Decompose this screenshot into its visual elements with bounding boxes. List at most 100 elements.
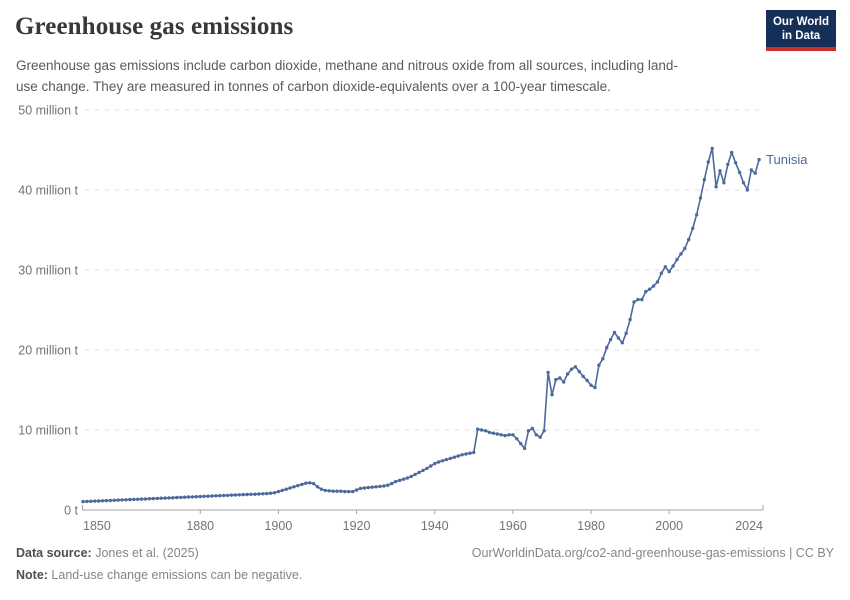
data-point — [331, 489, 335, 493]
data-point — [358, 486, 363, 491]
data-point — [440, 459, 445, 463]
data-point — [651, 284, 656, 288]
data-point — [565, 372, 570, 376]
x-axis: 1850 1880 1900 1920 1940 1960 1980 2000 2024 — [82, 505, 764, 533]
data-point — [733, 161, 738, 165]
data-point — [327, 489, 331, 493]
data-point — [397, 478, 402, 483]
data-point — [436, 460, 441, 464]
data-point — [206, 494, 210, 498]
data-point — [597, 363, 601, 367]
data-source-label: Data source: — [16, 546, 92, 560]
data-point — [413, 472, 417, 477]
data-point — [93, 499, 97, 503]
x-axis-tick-label: 2000 — [655, 519, 683, 533]
data-point — [534, 433, 538, 437]
data-point — [393, 479, 398, 484]
x-axis-tick-label: 1900 — [264, 519, 292, 533]
data-point — [698, 196, 703, 200]
data-point — [96, 499, 101, 503]
data-point — [155, 496, 159, 501]
data-point — [593, 385, 597, 390]
data-point — [311, 481, 316, 486]
data-point — [452, 455, 456, 459]
data-point — [229, 493, 234, 497]
data-point — [456, 454, 460, 458]
data-source-value: Jones et al. (2025) — [91, 546, 199, 560]
data-point — [378, 484, 382, 489]
data-point — [737, 170, 742, 175]
data-point — [104, 498, 109, 503]
data-point — [644, 289, 648, 294]
data-point — [147, 497, 152, 501]
data-point — [304, 481, 308, 485]
data-point — [667, 269, 671, 274]
data-point — [628, 317, 632, 322]
data-point — [472, 450, 476, 455]
x-axis-tick-label: 1940 — [421, 519, 449, 533]
data-point — [663, 265, 667, 269]
x-axis-tick-label: 1980 — [577, 519, 605, 533]
data-point — [636, 297, 640, 302]
data-point — [491, 431, 495, 435]
y-axis-tick-label: 30 million t — [18, 264, 78, 278]
data-point — [433, 461, 437, 466]
data-point — [507, 433, 511, 437]
data-point — [694, 213, 699, 217]
data-point — [554, 377, 558, 382]
data-point — [225, 493, 230, 498]
data-point — [487, 430, 492, 435]
license-text: OurWorldinData.org/co2-and-greenhouse-ga… — [471, 546, 834, 560]
data-point — [120, 498, 124, 502]
data-point — [468, 451, 472, 455]
data-point — [245, 492, 249, 497]
data-point — [601, 357, 605, 361]
data-point — [581, 374, 585, 379]
data-point — [710, 146, 714, 151]
data-point — [136, 497, 140, 501]
data-point — [339, 489, 343, 493]
data-point — [163, 496, 167, 500]
data-point — [124, 498, 128, 502]
data-point — [616, 336, 621, 340]
data-point — [526, 429, 531, 433]
owid-logo-text-line2: in Data — [781, 30, 821, 42]
data-point — [702, 177, 707, 182]
data-point — [175, 495, 179, 500]
data-point — [511, 433, 515, 437]
data-point — [202, 494, 206, 498]
data-point — [100, 499, 105, 503]
note-line: Note: Land-use change emissions can be n… — [16, 568, 302, 582]
data-point — [210, 494, 214, 498]
data-point — [608, 337, 613, 342]
data-point — [366, 485, 370, 490]
data-point — [519, 441, 523, 446]
data-point — [261, 492, 265, 496]
x-axis-tick-label: 2024 — [735, 519, 763, 533]
data-point — [257, 492, 261, 496]
entity-label: Tunisia — [766, 152, 808, 167]
data-point — [550, 393, 554, 397]
data-point — [522, 446, 527, 451]
data-point — [460, 453, 464, 457]
data-point — [272, 491, 277, 495]
data-point — [675, 257, 679, 262]
y-gridlines — [85, 109, 763, 431]
data-point — [495, 432, 499, 436]
x-axis-tick-label: 1960 — [499, 519, 527, 533]
note-label: Note: — [16, 568, 48, 582]
data-point — [222, 493, 226, 498]
data-point — [241, 492, 245, 497]
data-point — [515, 437, 519, 441]
data-point — [151, 496, 155, 501]
data-point — [726, 162, 730, 167]
data-point — [464, 452, 468, 456]
data-point — [405, 476, 410, 480]
data-point — [401, 477, 406, 481]
y-axis-tick-label: 40 million t — [18, 184, 78, 198]
data-point — [421, 468, 425, 473]
data-point — [589, 383, 593, 387]
data-point — [335, 489, 339, 493]
data-point — [315, 485, 320, 489]
